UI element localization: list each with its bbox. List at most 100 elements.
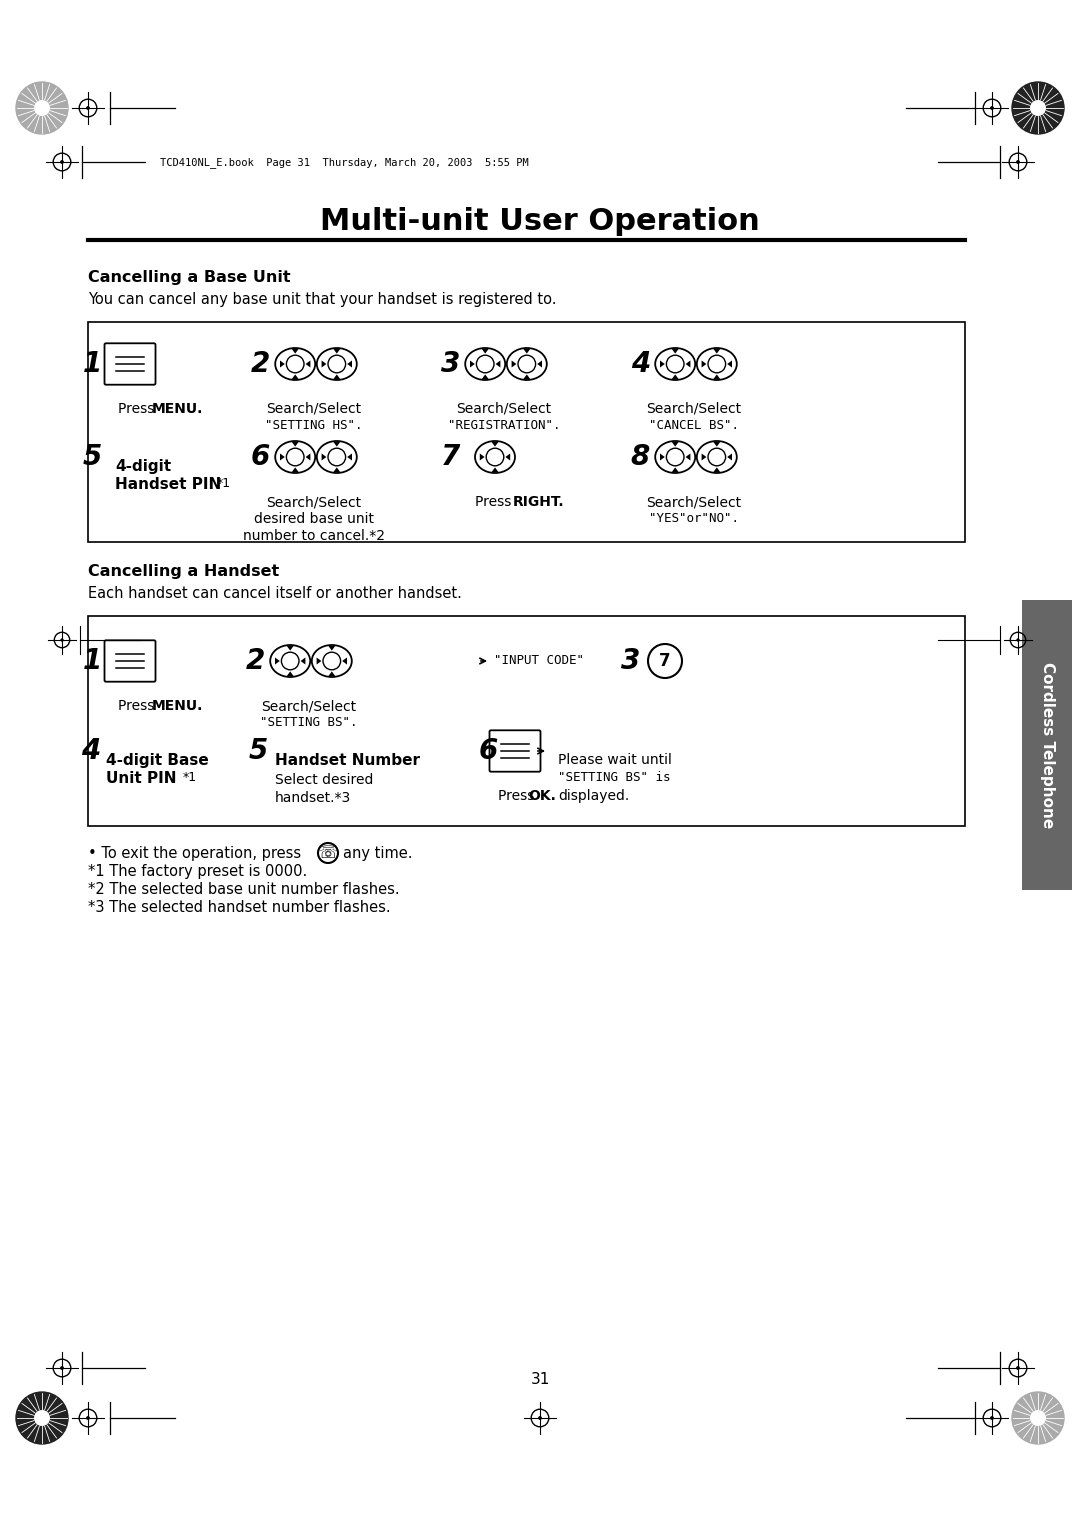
Circle shape (86, 1416, 90, 1420)
Polygon shape (537, 361, 542, 368)
Polygon shape (300, 657, 306, 665)
Text: *2 The selected base unit number flashes.: *2 The selected base unit number flashes… (87, 882, 400, 897)
Text: Press: Press (498, 788, 539, 804)
Polygon shape (334, 468, 340, 472)
Polygon shape (292, 442, 299, 446)
Bar (87, 322, 966, 542)
Polygon shape (702, 454, 706, 460)
Text: 31: 31 (530, 1372, 550, 1387)
Circle shape (1016, 639, 1020, 642)
Text: 7: 7 (659, 652, 671, 669)
Text: Press: Press (118, 402, 159, 416)
Text: *3 The selected handset number flashes.: *3 The selected handset number flashes. (87, 900, 391, 915)
Polygon shape (334, 348, 340, 353)
Polygon shape (660, 454, 665, 460)
Polygon shape (480, 454, 485, 460)
Text: displayed.: displayed. (558, 788, 630, 804)
Text: Search/Select: Search/Select (647, 402, 742, 416)
Text: 7: 7 (441, 443, 460, 471)
Polygon shape (727, 454, 732, 460)
Text: 4-digit Base: 4-digit Base (106, 753, 208, 769)
Text: RIGHT.: RIGHT. (513, 495, 565, 509)
Polygon shape (286, 671, 294, 677)
Polygon shape (686, 454, 690, 460)
Polygon shape (686, 361, 690, 368)
Text: Each handset can cancel itself or another handset.: Each handset can cancel itself or anothe… (87, 587, 462, 601)
Polygon shape (292, 468, 299, 472)
Circle shape (1012, 83, 1064, 134)
Text: Cancelling a Base Unit: Cancelling a Base Unit (87, 270, 291, 286)
Polygon shape (280, 454, 285, 460)
Text: "INPUT CODE": "INPUT CODE" (494, 654, 584, 668)
Text: Unit PIN: Unit PIN (106, 772, 176, 785)
Text: Search/Select: Search/Select (261, 698, 356, 714)
Circle shape (990, 1416, 994, 1420)
Polygon shape (672, 348, 678, 353)
Circle shape (60, 639, 64, 642)
Text: Cordless Telephone: Cordless Telephone (1039, 662, 1054, 828)
Circle shape (1012, 1392, 1064, 1444)
Circle shape (1030, 1410, 1045, 1426)
Polygon shape (334, 442, 340, 446)
Text: Press: Press (118, 698, 159, 714)
Text: *1 The factory preset is 0000.: *1 The factory preset is 0000. (87, 863, 307, 879)
Text: TCD410NL_E.book  Page 31  Thursday, March 20, 2003  5:55 PM: TCD410NL_E.book Page 31 Thursday, March … (160, 157, 529, 168)
Text: "SETTING BS" is: "SETTING BS" is (558, 772, 671, 784)
Text: Multi-unit User Operation: Multi-unit User Operation (320, 208, 760, 237)
Bar (1022, 601, 1072, 889)
Polygon shape (328, 646, 335, 651)
Polygon shape (342, 657, 347, 665)
Polygon shape (713, 348, 720, 353)
Polygon shape (713, 442, 720, 446)
Text: "REGISTRATION".: "REGISTRATION". (448, 419, 561, 432)
Polygon shape (334, 374, 340, 379)
Polygon shape (491, 442, 499, 446)
Polygon shape (322, 454, 326, 460)
Text: Search/Select: Search/Select (267, 495, 362, 509)
Text: "SETTING HS".: "SETTING HS". (266, 419, 363, 432)
Text: Search/Select: Search/Select (457, 402, 552, 416)
Text: You can cancel any base unit that your handset is registered to.: You can cancel any base unit that your h… (87, 292, 556, 307)
Polygon shape (470, 361, 475, 368)
Polygon shape (491, 468, 499, 472)
Polygon shape (672, 374, 678, 379)
Text: 3: 3 (621, 646, 640, 675)
Text: MENU.: MENU. (152, 698, 203, 714)
Bar (87, 616, 966, 827)
Text: Search/Select: Search/Select (267, 402, 362, 416)
Circle shape (1016, 160, 1020, 163)
Polygon shape (275, 657, 280, 665)
Text: *1: *1 (183, 772, 198, 784)
Polygon shape (482, 374, 489, 379)
Text: 1: 1 (83, 350, 102, 377)
Text: 5: 5 (248, 736, 268, 766)
Text: Select desired: Select desired (275, 773, 374, 787)
Text: *1: *1 (217, 477, 231, 490)
Text: Search/Select: Search/Select (647, 495, 742, 509)
Polygon shape (713, 374, 720, 379)
Text: 4: 4 (631, 350, 650, 377)
Polygon shape (713, 468, 720, 472)
Polygon shape (292, 348, 299, 353)
Polygon shape (322, 361, 326, 368)
Polygon shape (306, 454, 310, 460)
Text: "SETTING BS".: "SETTING BS". (260, 717, 357, 729)
Polygon shape (512, 361, 516, 368)
Polygon shape (292, 374, 299, 379)
Text: Handset PIN: Handset PIN (114, 477, 221, 492)
Circle shape (16, 83, 68, 134)
Text: 8: 8 (631, 443, 650, 471)
Circle shape (35, 101, 50, 115)
Text: handset.*3: handset.*3 (275, 792, 351, 805)
Text: Please wait until: Please wait until (558, 753, 672, 767)
Polygon shape (306, 361, 310, 368)
Polygon shape (524, 348, 530, 353)
Text: "YES"or"NO".: "YES"or"NO". (649, 512, 739, 526)
Text: number to cancel.*2: number to cancel.*2 (243, 529, 384, 542)
Polygon shape (347, 454, 352, 460)
Text: 4: 4 (81, 736, 100, 766)
Text: ☏: ☏ (318, 843, 338, 862)
Polygon shape (660, 361, 665, 368)
Text: 5: 5 (83, 443, 102, 471)
Polygon shape (482, 348, 489, 353)
